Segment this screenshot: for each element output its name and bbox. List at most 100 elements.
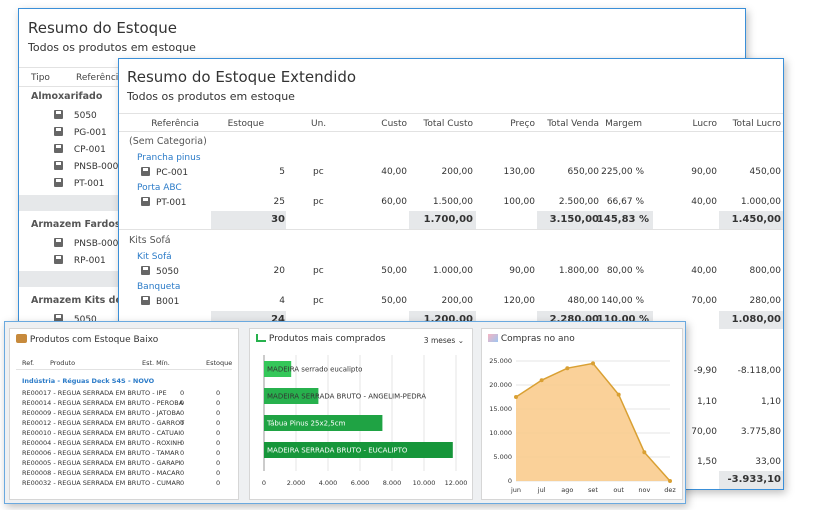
x-tick-label: dez xyxy=(664,486,676,494)
cell-total-lucro: 280,00 xyxy=(749,296,782,306)
group-total-row xyxy=(19,195,119,211)
low-stock-row-product[interactable]: RE00005 - REGUA SERRADA EM BRUTO - GARAP… xyxy=(22,459,181,467)
bar-label: Tábua Pinus 25x2,5cm xyxy=(266,420,346,428)
list-item[interactable]: 5050 xyxy=(54,314,97,325)
subtotal-margem: 110,00 % xyxy=(596,314,649,325)
bar xyxy=(264,442,453,458)
column-header-preco[interactable]: Preço xyxy=(510,119,535,129)
product-ref[interactable]: PT-001 xyxy=(141,197,187,208)
list-item[interactable]: RP-001 xyxy=(54,255,106,266)
cell-lucro: 70,00 xyxy=(691,296,717,306)
cell-total-venda: 650,00 xyxy=(567,167,600,177)
low-stock-row-estoque: 0 xyxy=(216,469,221,477)
low-stock-title: Produtos com Estoque Baixo xyxy=(16,334,158,345)
cell-un: pc xyxy=(313,167,324,177)
cell-lucro: 90,00 xyxy=(691,167,717,177)
column-header-total-custo[interactable]: Total Custo xyxy=(423,119,473,129)
low-stock-row-estoque: 0 xyxy=(216,409,221,417)
low-stock-row-min: 0 xyxy=(180,449,185,457)
subtotal-total-lucro: 1.450,00 xyxy=(731,214,781,225)
low-stock-row-min: 0 xyxy=(180,399,185,407)
product-link[interactable]: Kit Sofá xyxy=(137,252,172,262)
subtotal-cell xyxy=(211,211,286,229)
column-header-referencia[interactable]: Referência xyxy=(151,119,199,129)
group-label: Armazem Fardos Se xyxy=(31,219,138,230)
y-tick-label: 20.000 xyxy=(489,381,512,389)
low-stock-row-min: 0 xyxy=(180,469,185,477)
low-stock-row-estoque: 0 xyxy=(216,399,221,407)
low-stock-row-product[interactable]: RE00014 - REGUA SERRADA EM BRUTO - PEROB… xyxy=(22,399,184,407)
list-item[interactable]: PT-001 xyxy=(54,178,104,189)
low-stock-row-product[interactable]: RE00008 - REGUA SERRADA EM BRUTO - MACAR xyxy=(22,469,181,477)
data-point xyxy=(565,366,570,371)
x-tick-label: 12.000 xyxy=(445,479,468,487)
cell-total-lucro: 800,00 xyxy=(749,266,782,276)
product-ref[interactable]: PC-001 xyxy=(141,167,188,178)
product-ref[interactable]: B001 xyxy=(141,296,179,307)
low-stock-row-product[interactable]: RE00012 - REGUA SERRADA EM BRUTO - GARRO… xyxy=(22,419,185,427)
box-icon xyxy=(141,197,150,206)
y-tick-label: 0 xyxy=(508,477,512,485)
cell-custo: 60,00 xyxy=(381,197,407,207)
list-item[interactable]: CP-001 xyxy=(54,144,106,155)
y-tick-label: 5.000 xyxy=(493,453,512,461)
list-item[interactable]: PG-001 xyxy=(54,127,107,138)
column-header-margem[interactable]: Margem xyxy=(605,119,642,129)
col-est-min[interactable]: Est. Mín. xyxy=(142,359,170,367)
list-item[interactable]: 5050 xyxy=(54,110,97,121)
product-link[interactable]: Banqueta xyxy=(137,282,181,292)
low-stock-row-min: 0 xyxy=(180,429,185,437)
low-stock-row-min: 0 xyxy=(180,459,185,467)
column-header-custo[interactable]: Custo xyxy=(381,119,407,129)
product-ref[interactable]: 5050 xyxy=(141,266,179,277)
subtotal-cell xyxy=(537,211,653,229)
cell-total-custo: 200,00 xyxy=(441,167,474,177)
product-link[interactable]: Porta ABC xyxy=(137,183,182,193)
product-link[interactable]: Prancha pinus xyxy=(137,153,201,163)
cell-total-lucro: 450,00 xyxy=(749,167,782,177)
bar-chart-icon xyxy=(256,334,266,342)
low-stock-row-product[interactable]: RE00032 - REGUA SERRADA EM BRUTO - CUMAR xyxy=(22,479,181,487)
period-dropdown[interactable]: 3 meses ⌄ xyxy=(423,336,464,345)
column-header-estoque[interactable]: Estoque xyxy=(227,119,264,129)
low-stock-row-product[interactable]: RE00017 - REGUA SERRADA EM BRUTO - IPE xyxy=(22,389,167,397)
column-header-total-venda[interactable]: Total Venda xyxy=(547,119,599,129)
box-icon xyxy=(141,296,150,305)
column-header-un[interactable]: Un. xyxy=(311,119,327,129)
window-subtitle: Todos os produtos em estoque xyxy=(28,41,196,54)
column-header-lucro[interactable]: Lucro xyxy=(692,119,717,129)
low-stock-row-product[interactable]: RE00006 - REGUA SERRADA EM BRUTO - TAMAR xyxy=(22,449,180,457)
list-item[interactable]: PNSB-0001 xyxy=(54,238,124,249)
cell-total-custo: 1.000,00 xyxy=(432,266,473,276)
col-ref[interactable]: Ref. xyxy=(22,359,35,367)
subtotal-estoque: 30 xyxy=(271,214,285,225)
cell-margem: 80,00 % xyxy=(606,266,644,276)
cell-un: pc xyxy=(313,266,324,276)
low-stock-row-estoque: 0 xyxy=(216,419,221,427)
data-point xyxy=(668,479,672,483)
purchases-chart: 0 5.000 10.000 15.000 20.000 25.000 jun jul ago s… xyxy=(489,357,676,494)
col-produto[interactable]: Produto xyxy=(50,359,76,367)
subtotal-estoque: 24 xyxy=(271,314,285,325)
list-item[interactable]: PNSB-0001 xyxy=(54,161,124,172)
low-stock-group: Indústria - Réguas Deck S4S - NOVO xyxy=(22,377,155,385)
cell-preco: 100,00 xyxy=(503,197,536,207)
box-icon xyxy=(54,161,63,170)
low-stock-row-product[interactable]: RE00009 - REGUA SERRADA EM BRUTO - JATOB… xyxy=(22,409,181,417)
subtotal-total-custo: 1.700,00 xyxy=(423,214,473,225)
x-tick-label: 2.000 xyxy=(287,479,306,487)
data-point xyxy=(539,378,544,383)
column-header-referencia[interactable]: Referênci xyxy=(76,73,119,83)
low-stock-row-product[interactable]: RE00010 - REGUA SERRADA EM BRUTO - CATUA… xyxy=(22,429,181,437)
column-header-tipo[interactable]: Tipo xyxy=(31,73,50,83)
box-icon xyxy=(141,167,150,176)
column-header-total-lucro[interactable]: Total Lucro xyxy=(732,119,781,129)
col-estoque[interactable]: Estoque xyxy=(206,359,233,367)
chevron-down-icon: ⌄ xyxy=(457,336,464,345)
subtotal-total-lucro: 1.080,00 xyxy=(731,314,781,325)
low-stock-row-min: 0 xyxy=(180,389,185,397)
cell-lucro: 70,00 xyxy=(691,427,717,437)
cell-lucro: 40,00 xyxy=(691,197,717,207)
low-stock-row-product[interactable]: RE00004 - REGUA SERRADA EM BRUTO - ROXIN… xyxy=(22,439,182,447)
cell-estoque: 5 xyxy=(279,167,285,177)
